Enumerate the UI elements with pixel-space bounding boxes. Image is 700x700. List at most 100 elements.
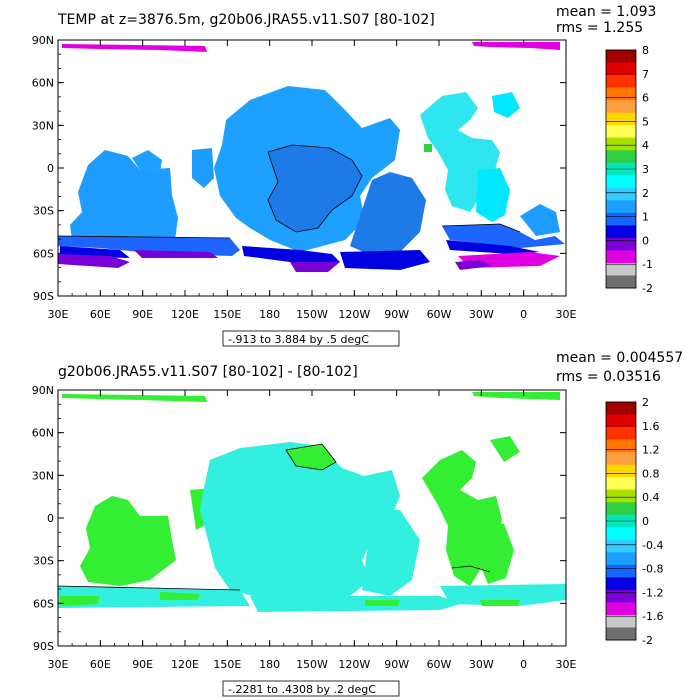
colorbar-swatch bbox=[606, 552, 636, 566]
y-tick-label: 90N bbox=[32, 384, 54, 397]
x-tick-label: 150E bbox=[213, 308, 241, 321]
colorbar-swatch bbox=[606, 137, 636, 151]
x-tick-label: 60E bbox=[90, 308, 111, 321]
caption-box bbox=[222, 680, 400, 697]
x-tick-label: 150W bbox=[296, 658, 328, 671]
arctic-strip-west bbox=[62, 394, 207, 402]
colorbar: 8 7 6 5 4 3 2 1 0 -1 -2 bbox=[605, 44, 653, 295]
southeast-pacific-region bbox=[362, 510, 420, 596]
arctic-strip-west bbox=[62, 44, 207, 52]
colorbar-swatch bbox=[606, 275, 636, 289]
difference-field bbox=[58, 392, 566, 612]
y-tick-label: 30N bbox=[32, 119, 54, 132]
x-tick-label: 30E bbox=[48, 308, 69, 321]
x-tick-label: 120E bbox=[171, 658, 199, 671]
x-tick-label: 90E bbox=[132, 658, 153, 671]
colorbar-label: -0.4 bbox=[642, 539, 663, 552]
southern-ocean-purple-atlantic bbox=[455, 260, 492, 270]
x-tick-label: 120W bbox=[338, 308, 370, 321]
colorbar-label: 7 bbox=[642, 68, 649, 81]
x-tick-label: 120E bbox=[171, 308, 199, 321]
southern-ocean-band-west bbox=[58, 236, 240, 256]
x-tick-label: 90W bbox=[384, 658, 409, 671]
colorbar-label: 0 bbox=[642, 515, 649, 528]
rms-label: rms = 1.255 bbox=[556, 20, 643, 36]
colorbar-swatch bbox=[606, 502, 636, 516]
caption: -.913 to 3.884 by .5 degC bbox=[228, 333, 369, 346]
colorbar-swatch bbox=[606, 175, 636, 189]
southern-ocean-purple-mid bbox=[134, 250, 218, 258]
temperature-field bbox=[58, 42, 565, 272]
x-tick-label: 90W bbox=[384, 308, 409, 321]
colorbar-label: 3 bbox=[642, 163, 649, 176]
colorbar-swatch bbox=[606, 87, 636, 101]
colorbar-swatch bbox=[606, 100, 636, 114]
rms-label: rms = 0.03516 bbox=[556, 369, 661, 385]
greenland-sea-region bbox=[492, 92, 520, 118]
colorbar-label: 4 bbox=[642, 139, 649, 152]
colorbar-label: -2 bbox=[642, 634, 653, 647]
colorbar-swatch bbox=[606, 602, 636, 616]
colorbar-swatch bbox=[606, 477, 636, 491]
x-tick-label: 30W bbox=[469, 308, 494, 321]
southern-ocean-deep-east bbox=[340, 250, 430, 270]
colorbar-label: -1.2 bbox=[642, 586, 663, 599]
colorbar-swatch bbox=[606, 539, 636, 553]
colorbar-swatch bbox=[606, 577, 636, 591]
south-atlantic-region bbox=[478, 520, 514, 584]
colorbar-label: 5 bbox=[642, 115, 649, 128]
x-tick-label: 30E bbox=[556, 658, 577, 671]
axes: 30E 60E 90E 120E 150E 180 150W 120W 90W 60W 30W 0 30… bbox=[32, 34, 577, 321]
caption-box bbox=[222, 330, 400, 347]
alaska-green-region bbox=[286, 444, 336, 470]
colorbar-swatch bbox=[606, 200, 636, 214]
colorbar-swatch bbox=[606, 187, 636, 201]
colorbar-swatch bbox=[606, 627, 636, 641]
y-tick-label: 30S bbox=[33, 555, 54, 568]
colorbar-swatch bbox=[606, 427, 636, 441]
x-tick-label: 150E bbox=[213, 658, 241, 671]
y-tick-label: 30N bbox=[32, 469, 54, 482]
colorbar-swatch bbox=[606, 150, 636, 164]
colorbar-swatch bbox=[606, 589, 636, 603]
y-tick-label: 90S bbox=[33, 640, 54, 653]
colorbar-label: 0.8 bbox=[642, 467, 660, 480]
colorbar-swatch bbox=[606, 62, 636, 76]
x-tick-label: 90E bbox=[132, 308, 153, 321]
southern-ocean-band-atlantic bbox=[440, 584, 566, 606]
colorbar-label: -1.6 bbox=[642, 610, 663, 623]
colorbar-label: -2 bbox=[642, 282, 653, 295]
panel-temperature: TEMP at z=3876.5m, g20b06.JRA55.v11.S07 … bbox=[32, 4, 656, 347]
colorbar-swatch bbox=[606, 527, 636, 541]
southeast-pacific-region bbox=[350, 172, 426, 255]
x-tick-label: 60W bbox=[427, 308, 452, 321]
indian-ocean-region bbox=[70, 150, 178, 244]
contour-lines bbox=[57, 443, 491, 591]
panel-difference: g20b06.JRA55.v11.S07 [80-102] - [80-102]… bbox=[32, 350, 683, 697]
x-tick-label: 120W bbox=[338, 658, 370, 671]
colorbar-swatch bbox=[606, 112, 636, 126]
y-tick-label: 0 bbox=[47, 162, 54, 175]
south-atlantic-region bbox=[476, 168, 510, 222]
colorbar-swatch bbox=[606, 75, 636, 89]
colorbar-label: 0 bbox=[642, 234, 649, 247]
colorbar-label: 2 bbox=[642, 396, 649, 409]
atlantic-green-spot bbox=[424, 144, 432, 152]
colorbar-swatch bbox=[606, 50, 636, 64]
x-tick-label: 180 bbox=[259, 658, 280, 671]
greenland-region bbox=[490, 436, 520, 462]
colorbar: 2 1.6 1.2 0.8 0.4 0 -0.4 -0.8 -1.2 -1.6 -2 bbox=[605, 396, 663, 647]
colorbar-label: 1 bbox=[642, 211, 649, 224]
central-pacific-deep bbox=[268, 145, 362, 232]
southern-ocean-band-atlantic bbox=[442, 224, 565, 248]
southern-ocean-green-patch bbox=[60, 596, 100, 606]
x-tick-label: 0 bbox=[520, 308, 527, 321]
colorbar-swatch bbox=[606, 125, 636, 139]
y-tick-label: 60N bbox=[32, 427, 54, 440]
colorbar-swatch bbox=[606, 414, 636, 428]
y-tick-label: 60S bbox=[33, 247, 54, 260]
colorbar-swatch bbox=[606, 439, 636, 453]
southern-ocean-green-patch-2 bbox=[365, 600, 400, 606]
indian-ocean-region bbox=[80, 496, 176, 586]
